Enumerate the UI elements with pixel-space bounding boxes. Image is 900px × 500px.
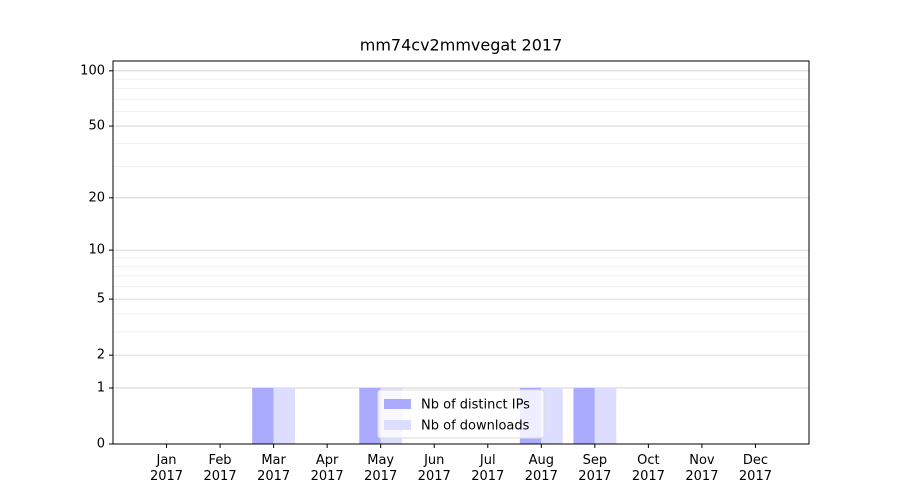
bar (359, 387, 381, 444)
y-tick-label: 20 (88, 190, 105, 205)
legend-box (377, 389, 545, 439)
bar (273, 387, 296, 444)
x-tick-label: Oct 2017 (631, 453, 665, 484)
y-tick-label: 100 (80, 63, 105, 78)
x-tick-label: May 2017 (364, 453, 398, 484)
x-tick-label: Mar 2017 (257, 453, 291, 484)
x-tick-label: Jan 2017 (149, 453, 184, 484)
y-tick-label: 0 (97, 437, 105, 452)
y-tick-label: 1 (97, 380, 105, 395)
legend-swatch (384, 420, 411, 430)
plot-frame (112, 60, 810, 445)
x-tick-label: Apr 2017 (310, 453, 344, 484)
bar (573, 387, 595, 444)
legend: Nb of distinct IPs Nb of downloads (377, 389, 545, 439)
y-tick-label: 5 (97, 292, 105, 307)
x-tick-label: Sep 2017 (578, 453, 612, 484)
bar (252, 387, 274, 444)
y-tick-label: 2 (97, 348, 105, 363)
legend-label: Nb of downloads (421, 419, 530, 434)
x-tick-label: Feb 2017 (203, 453, 237, 484)
x-tick-label: Nov 2017 (685, 453, 719, 484)
x-tick-label: Jun 2017 (417, 453, 451, 484)
x-tick-label: Dec 2017 (738, 453, 772, 484)
legend-swatch (384, 399, 411, 409)
y-tick-label: 50 (88, 119, 105, 134)
legend-label: Nb of distinct IPs (421, 398, 530, 413)
bar (594, 387, 617, 444)
bar (541, 387, 563, 444)
x-tick-label: Jul 2017 (471, 453, 505, 484)
x-tick-label: Aug 2017 (524, 453, 558, 484)
y-tick-label: 10 (88, 243, 105, 258)
chart-title: mm74cv2mmvegat 2017 (360, 36, 563, 55)
